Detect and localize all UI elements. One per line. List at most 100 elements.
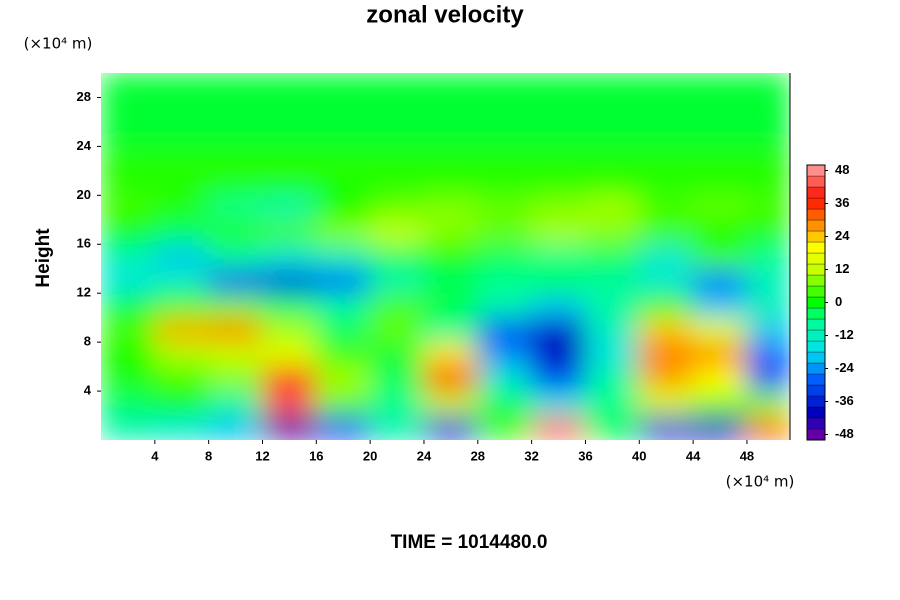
- field-cell: [261, 170, 317, 196]
- field-cell: [315, 73, 371, 98]
- field-cell: [638, 121, 694, 147]
- field-cell: [315, 415, 371, 440]
- field-cell: [369, 73, 425, 98]
- field-cell: [101, 170, 156, 196]
- field-cell: [315, 145, 371, 172]
- field-cell: [261, 366, 317, 392]
- colorbar-band: [806, 274, 826, 287]
- field-cell: [315, 194, 371, 221]
- field-cell: [369, 341, 425, 368]
- field-cell: [584, 292, 640, 319]
- field-cell: [531, 341, 586, 368]
- x-tick-label: 44: [686, 448, 701, 463]
- field-cell: [638, 194, 694, 221]
- colorbar-band: [806, 307, 826, 320]
- field-cell: [154, 341, 210, 368]
- colorbar-band: [806, 417, 826, 430]
- field-cell: [638, 292, 694, 319]
- field-cell: [154, 317, 210, 343]
- field-cell: [101, 390, 156, 417]
- field-cell: [423, 415, 479, 440]
- field-cell: [477, 341, 533, 368]
- field-cell: [531, 317, 586, 343]
- field-cell: [423, 121, 479, 147]
- colorbar-band: [806, 208, 826, 221]
- field-cell: [692, 219, 748, 245]
- field-cell: [746, 145, 790, 172]
- field-cell: [261, 121, 317, 147]
- field-cell: [208, 219, 263, 245]
- field-cell: [531, 366, 586, 392]
- field-cell: [531, 194, 586, 221]
- field-cell: [208, 317, 263, 343]
- field-cell: [261, 341, 317, 368]
- field-cell: [692, 121, 748, 147]
- field-cell: [101, 194, 156, 221]
- field-cell: [531, 145, 586, 172]
- field-cell: [584, 73, 640, 98]
- field-cell: [423, 341, 479, 368]
- field-cell: [746, 366, 790, 392]
- field-cell: [746, 121, 790, 147]
- time-annotation: TIME = 1014480.0: [391, 532, 548, 553]
- field-cell: [154, 243, 210, 270]
- field-cell: [746, 96, 790, 123]
- field-cell: [423, 73, 479, 98]
- colorbar-tick-label: -12: [835, 327, 854, 342]
- colorbar-band: [806, 219, 826, 232]
- x-tick-label: 4: [151, 448, 159, 463]
- field-cell: [261, 317, 317, 343]
- field-cell: [208, 73, 263, 98]
- field-cell: [584, 243, 640, 270]
- x-tick-label: 40: [632, 448, 646, 463]
- field-cell: [746, 415, 790, 440]
- field-cell: [638, 341, 694, 368]
- field-cell: [261, 415, 317, 440]
- field-cell: [154, 390, 210, 417]
- field-cell: [638, 390, 694, 417]
- colorbar-band: [806, 164, 826, 177]
- field-cell: [746, 243, 790, 270]
- axes: 4 8 12 16 20 24 28 32 36 40 44 48481216202428483624…: [77, 73, 855, 463]
- field-cell: [477, 170, 533, 196]
- field-cell: [315, 390, 371, 417]
- field-cell: [261, 390, 317, 417]
- field-cell: [746, 268, 790, 294]
- x-unit: (×10⁴ m): [726, 473, 795, 491]
- field-cell: [315, 121, 371, 147]
- x-tick-label: 36: [578, 448, 592, 463]
- field-cell: [423, 145, 479, 172]
- field-cell: [584, 219, 640, 245]
- x-tick-label: 24: [417, 448, 432, 463]
- field-cell: [101, 317, 156, 343]
- colorbar-band: [806, 296, 826, 309]
- field-cell: [477, 415, 533, 440]
- field-cell: [101, 341, 156, 368]
- field-cell: [208, 243, 263, 270]
- field-cell: [315, 317, 371, 343]
- field-cell: [101, 292, 156, 319]
- field-cell: [531, 268, 586, 294]
- colorbar-band: [806, 285, 826, 298]
- field-cell: [746, 390, 790, 417]
- colorbar-band: [806, 340, 826, 353]
- colorbar-band: [806, 406, 826, 419]
- field-cell: [746, 73, 790, 98]
- field-cell: [101, 366, 156, 392]
- field-cell: [477, 292, 533, 319]
- y-tick-label: 12: [77, 285, 91, 300]
- field-cell: [746, 317, 790, 343]
- colorbar-tick-label: 0: [835, 294, 842, 309]
- field-cell: [584, 121, 640, 147]
- x-tick-label: 32: [524, 448, 538, 463]
- colorbar-band: [806, 186, 826, 199]
- field-cell: [261, 145, 317, 172]
- field-cell: [692, 73, 748, 98]
- field-cell: [692, 366, 748, 392]
- field-cell: [154, 170, 210, 196]
- field-cell: [208, 96, 263, 123]
- field-cell: [584, 317, 640, 343]
- field-cell: [101, 219, 156, 245]
- field-cell: [477, 219, 533, 245]
- field-cell: [584, 366, 640, 392]
